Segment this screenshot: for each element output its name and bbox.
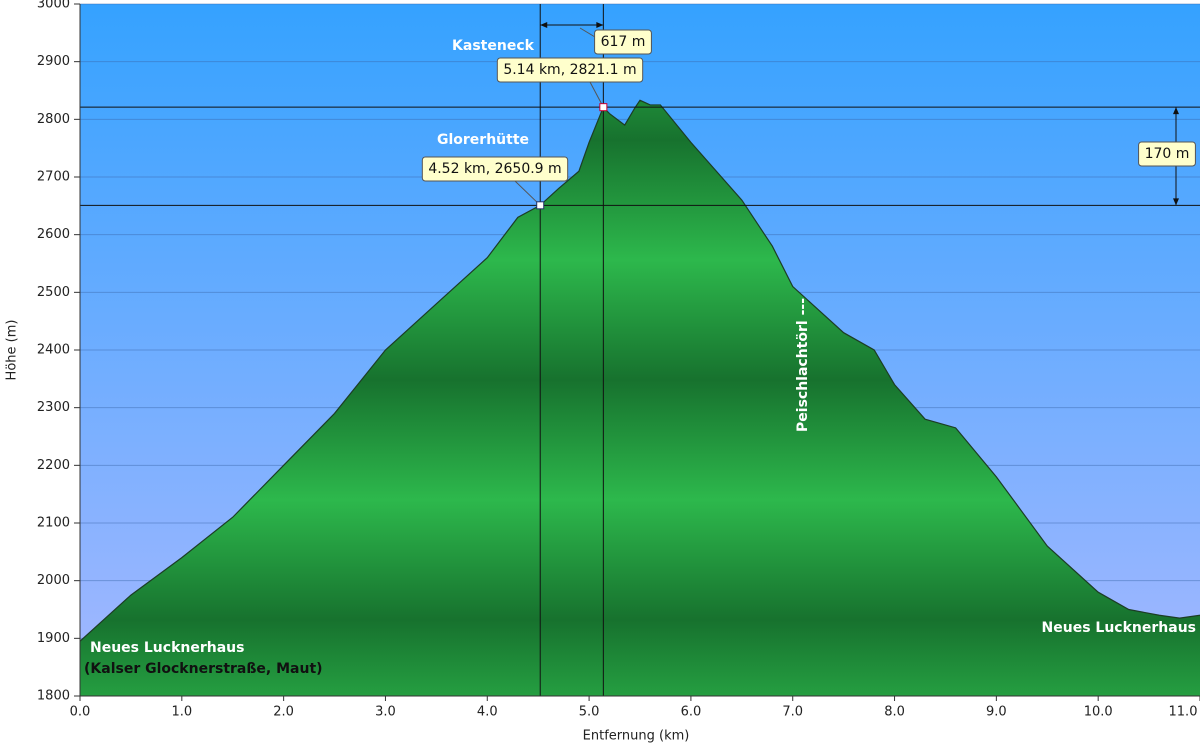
leader <box>589 81 604 108</box>
measure-label: 617 m <box>601 34 646 50</box>
place-label: Peischlachtörl --- <box>795 298 811 432</box>
x-tick-label: 10.0 <box>1084 705 1113 720</box>
x-tick-label: 2.0 <box>273 705 294 720</box>
x-tick-label: 9.0 <box>986 705 1007 720</box>
y-tick-label: 2800 <box>37 112 70 127</box>
y-tick-label: 2500 <box>37 285 70 300</box>
y-tick-label: 2200 <box>37 458 70 473</box>
x-tick-label: 4.0 <box>477 705 498 720</box>
x-tick-label: 7.0 <box>782 705 803 720</box>
measure-label-box <box>1138 141 1196 167</box>
profile-line <box>79 99 1200 642</box>
place-label: Neues Lucknerhaus <box>90 640 244 656</box>
x-tick-label: 1.0 <box>171 705 192 720</box>
y-tick-label: 2000 <box>37 573 70 588</box>
marker-label: 5.14 km, 2821.1 m <box>503 62 636 78</box>
marker-label: 4.52 km, 2650.9 m <box>428 161 561 177</box>
x-tick-label: 6.0 <box>681 705 702 720</box>
marker-label-box <box>496 57 644 83</box>
y-tick-label: 2400 <box>37 343 70 358</box>
x-tick-label: 5.0 <box>579 705 600 720</box>
marker <box>599 103 608 112</box>
marker <box>536 201 545 210</box>
place-label: Neues Lucknerhaus <box>1042 620 1196 636</box>
y-tick-label: 1900 <box>37 631 70 646</box>
marker-label-box <box>421 156 569 182</box>
x-tick-label: 11.0 <box>1169 705 1198 720</box>
marker-name: Kasteneck <box>452 38 535 54</box>
measure-label-box <box>594 29 652 55</box>
y-tick-label: 1800 <box>37 689 70 704</box>
x-tick-label: 8.0 <box>884 705 905 720</box>
y-tick-label: 2700 <box>37 170 70 185</box>
y-axis-title: Höhe (m) <box>5 320 20 381</box>
x-tick-label: 3.0 <box>375 705 396 720</box>
y-tick-label: 3000 <box>37 0 70 12</box>
measure-label: 170 m <box>1145 146 1190 162</box>
y-tick-label: 2100 <box>37 516 70 531</box>
y-tick-label: 2900 <box>37 54 70 69</box>
area-fill <box>80 100 1200 696</box>
y-tick-label: 2600 <box>37 227 70 242</box>
place-label: (Kalser Glocknerstraße, Maut) <box>84 661 323 677</box>
x-tick-label: 0.0 <box>70 705 91 720</box>
x-axis-title: Entfernung (km) <box>583 729 690 744</box>
marker-name: Glorerhütte <box>437 132 529 148</box>
arrow-heads <box>540 22 604 28</box>
y-tick-label: 2300 <box>37 400 70 415</box>
leader <box>514 180 541 206</box>
